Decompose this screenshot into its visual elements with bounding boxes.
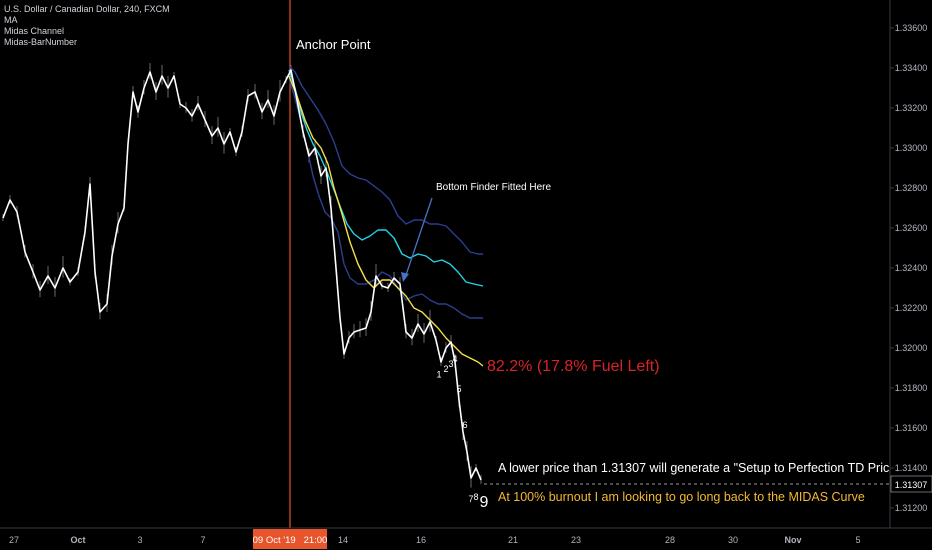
legend-midas-channel: Midas Channel (4, 26, 65, 36)
y-tick-labels: 1.33600 1.33400 1.33200 1.33000 1.32800 1.326… (890, 23, 927, 513)
fuel-left-label: 82.2% (17.8% Fuel Left) (487, 358, 660, 375)
midas-channel-lower-line (288, 77, 483, 319)
y-tick-label: 1.32000 (895, 343, 928, 353)
y-tick-label: 1.31800 (895, 383, 928, 393)
y-tick-label: 1.32200 (895, 303, 928, 313)
anchor-date-label: 09 Oct '19 21:00 (253, 535, 328, 546)
y-tick-label: 1.33600 (895, 23, 928, 33)
legend-midas-barnumber: Midas-BarNumber (4, 37, 78, 47)
y-tick-label: 1.31200 (895, 503, 928, 513)
x-tick-label: 28 (665, 535, 675, 545)
bottom-finder-arrow (404, 197, 433, 279)
legend-symbol: U.S. Dollar / Canadian Dollar, 240, FXCM (4, 4, 170, 14)
bar-number-8: 8 (473, 492, 478, 502)
y-tick-label: 1.33400 (895, 63, 928, 73)
legend-ma: MA (4, 15, 18, 25)
x-tick-labels: 27 Oct 3 7 14 16 21 23 28 30 Nov 5 (9, 535, 861, 545)
x-tick-label: Oct (70, 535, 85, 545)
y-tick-label: 1.33000 (895, 143, 928, 153)
bar-number-3: 3 (448, 359, 453, 369)
x-tick-label: 23 (571, 535, 581, 545)
y-tick-label: 1.32800 (895, 183, 928, 193)
x-tick-label: 16 (416, 535, 426, 545)
bar-number-1: 1 (436, 369, 441, 379)
price-line (2, 69, 482, 481)
price-marker-box (890, 475, 932, 493)
x-tick-label: 21 (508, 535, 518, 545)
price-marker: 1.31307 (895, 480, 928, 490)
annotation-layer: Anchor Point Bottom Finder Fitted Here 8… (296, 37, 920, 504)
anchor-point-label: Anchor Point (296, 37, 371, 52)
bar-number-6: 6 (462, 420, 467, 430)
y-axis-panel (890, 0, 932, 528)
x-tick-label: 30 (728, 535, 738, 545)
x-axis-panel (0, 528, 932, 550)
y-tick-label: 1.33200 (895, 103, 928, 113)
y-tick-label: 1.32400 (895, 263, 928, 273)
x-tick-label: 27 (9, 535, 19, 545)
burnout-note: At 100% burnout I am looking to go long … (498, 490, 865, 504)
chart-legend: U.S. Dollar / Canadian Dollar, 240, FXCM… (4, 4, 170, 48)
bottom-finder-arrowhead (401, 272, 409, 282)
anchor-date-box (253, 529, 327, 549)
x-tick-label: 3 (137, 535, 142, 545)
y-tick-label: 1.32600 (895, 223, 928, 233)
bar-number-4: 4 (452, 354, 457, 364)
x-tick-label: 5 (855, 535, 860, 545)
midas-channel-upper-line (288, 65, 483, 255)
setup-note: A lower price than 1.31307 will generate… (498, 461, 920, 475)
x-tick-label: 14 (338, 535, 348, 545)
series-layer: 12 34 5 6 7 8 9 (2, 65, 489, 511)
y-tick-label: 1.31400 (895, 463, 928, 473)
bar-number-2: 2 (443, 364, 448, 374)
bar-number-7: 7 (468, 494, 473, 504)
y-tick-label: 1.31600 (895, 423, 928, 433)
bar-number-9: 9 (480, 494, 489, 511)
bottom-finder-label: Bottom Finder Fitted Here (436, 182, 551, 193)
x-tick-label: Nov (784, 535, 801, 545)
midas-curve-line (288, 75, 484, 367)
bar-number-5: 5 (456, 384, 461, 394)
x-tick-label: 7 (200, 535, 205, 545)
